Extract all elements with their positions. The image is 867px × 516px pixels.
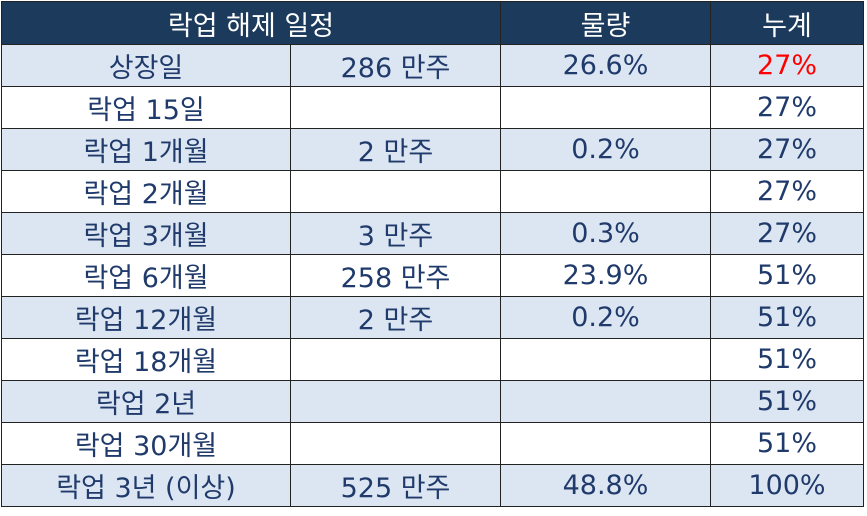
table-cell: 락업 15일 xyxy=(1,86,291,129)
table-cell: 48.8% xyxy=(500,464,711,507)
empty-cell xyxy=(500,170,711,213)
table-cell: 27% xyxy=(710,86,864,129)
lockup-table: 락업 해제 일정 물량 누계 상장일 286 만주 26.6% 27% 락업 15일 27… xyxy=(1,1,864,507)
empty-cell xyxy=(290,380,501,423)
table-cell: 락업 2개월 xyxy=(1,170,291,213)
table-cell: 23.9% xyxy=(500,254,711,297)
table-cell: 락업 3년 (이상) xyxy=(1,464,291,507)
table-cell: 3 만주 xyxy=(290,212,501,255)
table-cell: 286 만주 xyxy=(290,44,501,87)
table-cell: 51% xyxy=(710,422,864,465)
table-cell: 100% xyxy=(710,464,864,507)
header-cell: 락업 해제 일정 xyxy=(1,1,501,45)
table-cell: 상장일 xyxy=(1,44,291,87)
header-cell: 물량 xyxy=(500,1,711,45)
table-cell: 락업 3개월 xyxy=(1,212,291,255)
empty-cell xyxy=(290,338,501,381)
empty-cell xyxy=(500,380,711,423)
table-cell: 51% xyxy=(710,338,864,381)
table-cell: 락업 30개월 xyxy=(1,422,291,465)
empty-cell xyxy=(500,86,711,129)
table-row: 락업 2년 51% xyxy=(1,380,864,423)
table-cell: 0.3% xyxy=(500,212,711,255)
table-body: 상장일 286 만주 26.6% 27% 락업 15일 27% 락업 1개월 2 만주 0.2%… xyxy=(1,44,864,507)
table-row: 락업 3개월 3 만주 0.3% 27% xyxy=(1,212,864,255)
empty-cell xyxy=(290,170,501,213)
table-row: 락업 6개월 258 만주 23.9% 51% xyxy=(1,254,864,297)
table-cell: 27% xyxy=(710,128,864,171)
empty-cell xyxy=(500,422,711,465)
table-cell: 락업 18개월 xyxy=(1,338,291,381)
table-cell: 락업 1개월 xyxy=(1,128,291,171)
table-cell: 락업 2년 xyxy=(1,380,291,423)
table-row: 락업 3년 (이상) 525 만주 48.8% 100% xyxy=(1,464,864,507)
table-cell: 51% xyxy=(710,380,864,423)
table-cell: 525 만주 xyxy=(290,464,501,507)
table-cell: 0.2% xyxy=(500,296,711,339)
table-cell: 0.2% xyxy=(500,128,711,171)
empty-cell xyxy=(290,86,501,129)
table-cell: 51% xyxy=(710,296,864,339)
header-row: 락업 해제 일정 물량 누계 xyxy=(1,1,864,45)
table-cell: 27% xyxy=(710,44,864,87)
table-cell: 51% xyxy=(710,254,864,297)
table-row: 락업 15일 27% xyxy=(1,86,864,129)
table-row: 락업 12개월 2 만주 0.2% 51% xyxy=(1,296,864,339)
table-cell: 26.6% xyxy=(500,44,711,87)
table-cell: 258 만주 xyxy=(290,254,501,297)
table-row: 락업 18개월 51% xyxy=(1,338,864,381)
table-cell: 2 만주 xyxy=(290,296,501,339)
table-row: 락업 1개월 2 만주 0.2% 27% xyxy=(1,128,864,171)
table-row: 락업 2개월 27% xyxy=(1,170,864,213)
table-cell: 27% xyxy=(710,170,864,213)
empty-cell xyxy=(290,422,501,465)
table-row: 락업 30개월 51% xyxy=(1,422,864,465)
table-row: 상장일 286 만주 26.6% 27% xyxy=(1,44,864,87)
table-cell: 락업 6개월 xyxy=(1,254,291,297)
table-cell: 27% xyxy=(710,212,864,255)
table-cell: 락업 12개월 xyxy=(1,296,291,339)
header-cell: 누계 xyxy=(710,1,864,45)
empty-cell xyxy=(500,338,711,381)
table-cell: 2 만주 xyxy=(290,128,501,171)
table-header: 락업 해제 일정 물량 누계 xyxy=(1,1,864,45)
